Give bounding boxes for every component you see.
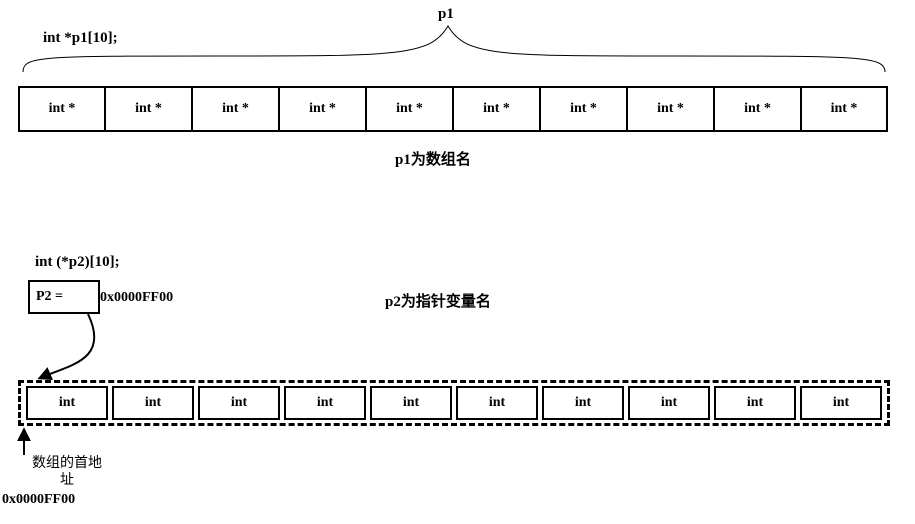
p2-cell: int [714, 386, 796, 420]
p1-cell: int * [453, 86, 540, 132]
first-address-arrow [0, 0, 60, 470]
p1-cell: int * [366, 86, 453, 132]
p2-cell: int [198, 386, 280, 420]
p1-cell: int * [279, 86, 366, 132]
first-address-note: 数组的首地 址 [12, 456, 122, 490]
p1-cell: int * [714, 86, 801, 132]
p2-cell: int [800, 386, 882, 420]
p2-cell: int [112, 386, 194, 420]
p1-cell: int * [192, 86, 279, 132]
note-line1: 数组的首地 [32, 456, 102, 471]
p2-cell: int [456, 386, 538, 420]
p1-cell: int * [627, 86, 714, 132]
p1-cell: int * [801, 86, 888, 132]
p2-caption: p2为指针变量名 [385, 290, 491, 311]
p2-target-array-row: int int int int int int int int int int [18, 380, 890, 426]
p1-cell: int * [540, 86, 627, 132]
first-address-value: 0x0000FF00 [2, 492, 75, 508]
p2-cell: int [542, 386, 624, 420]
p2-cell: int [284, 386, 366, 420]
p1-caption: p1为数组名 [395, 148, 471, 169]
p2-cell: int [370, 386, 452, 420]
note-line2: 址 [60, 473, 74, 488]
p2-cell: int [628, 386, 710, 420]
